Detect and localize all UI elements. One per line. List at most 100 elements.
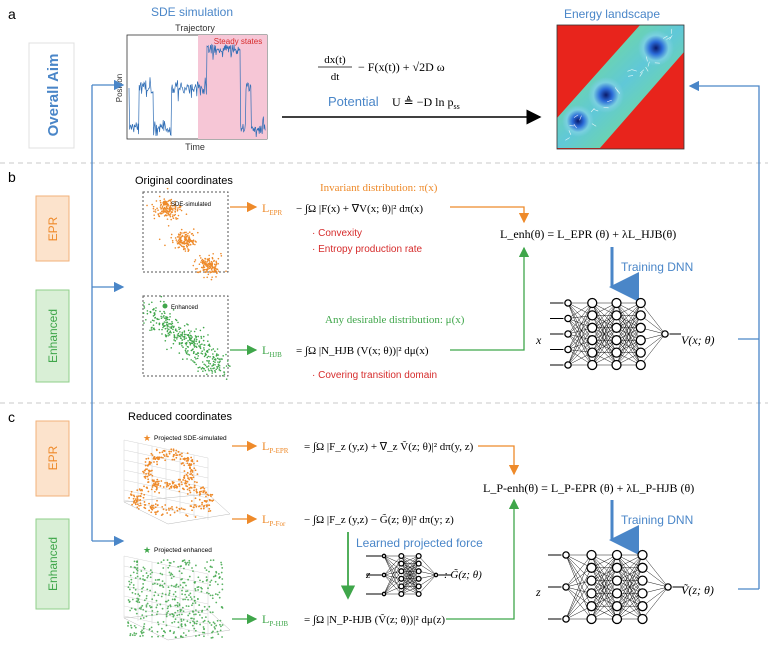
projected-enhanced-point <box>145 594 148 597</box>
net-edge <box>616 302 641 353</box>
enhanced-point <box>214 358 217 360</box>
projected-sde-point <box>136 503 139 506</box>
projected-sde-point <box>189 473 192 476</box>
enhanced-point <box>227 364 230 367</box>
projected-sde-point <box>202 505 205 508</box>
projected-sde-point <box>211 500 214 502</box>
energy-field-arrow <box>647 61 650 67</box>
projected-enhanced-point <box>188 594 190 596</box>
net-b-output: V(x; θ) <box>681 333 715 347</box>
sde-point <box>170 218 172 221</box>
projected-sde-point <box>179 479 182 481</box>
eq-pepr: = ∫Ω |F_z (y,z) + ∇_z Ṽ(z; θ)|² dπ(y, z) <box>304 441 474 453</box>
projected-enhanced-point <box>142 625 145 628</box>
projected-sde-3d <box>123 439 231 525</box>
l-phjb-symbol: LP-HJB <box>262 612 288 628</box>
energy-field-arrow <box>663 35 668 39</box>
sde-point <box>172 241 174 244</box>
enhanced-point <box>195 358 197 360</box>
net-node <box>415 590 422 598</box>
projected-sde-point <box>168 507 170 510</box>
net-node <box>586 575 597 586</box>
sde-point <box>200 261 202 263</box>
sde-point <box>186 246 188 248</box>
projected-enhanced-point <box>156 578 159 581</box>
projected-enhanced-point <box>192 610 194 613</box>
enhanced-point <box>152 324 155 326</box>
net-node <box>415 568 422 575</box>
enhanced-point <box>197 355 200 357</box>
enhanced-point <box>187 350 189 352</box>
projected-enhanced-point <box>163 582 166 585</box>
projected-enhanced-point <box>180 635 182 637</box>
projected-enhanced-point <box>193 613 195 616</box>
enhanced-point <box>174 329 177 332</box>
sde-point <box>169 213 172 215</box>
enhanced-point <box>182 346 184 348</box>
enhanced-point <box>223 367 225 369</box>
projected-enhanced-point <box>157 623 160 626</box>
sde-point <box>202 259 205 262</box>
projected-enhanced-point <box>180 625 183 628</box>
net-node <box>637 601 648 612</box>
projected-enhanced-point <box>192 570 194 572</box>
sde-point <box>183 231 186 234</box>
projected-sde-point <box>158 457 161 460</box>
projected-sde-point <box>147 472 150 475</box>
projected-enhanced-point <box>132 584 135 586</box>
net-node <box>637 575 648 586</box>
projected-sde-point <box>186 475 189 477</box>
enhanced-point <box>201 350 203 352</box>
projected-enhanced-point <box>141 587 143 590</box>
enhanced-point <box>166 318 169 321</box>
neural-network-b <box>550 297 681 371</box>
projected-sde-point <box>161 505 164 508</box>
sde-point <box>192 264 195 267</box>
projected-enhanced-point <box>172 632 175 635</box>
net-edge <box>591 567 618 620</box>
projected-sde-point <box>188 487 191 490</box>
sde-point <box>166 207 169 210</box>
enhanced-point <box>171 321 173 323</box>
enhanced-point <box>199 344 202 346</box>
projected-enhanced-point <box>151 635 153 638</box>
projected-enhanced-point <box>131 591 134 594</box>
projected-sde-point <box>184 479 187 482</box>
sde-point <box>187 238 190 241</box>
projected-enhanced-point <box>168 564 171 567</box>
energy-field-arrow <box>573 123 577 129</box>
projected-enhanced-point <box>161 635 164 637</box>
enhanced-point <box>193 330 196 333</box>
enhanced-point <box>204 354 207 356</box>
net-node <box>587 297 598 309</box>
sde-point <box>171 205 174 207</box>
projected-sde-point <box>146 468 148 471</box>
projected-sde-point <box>155 486 158 489</box>
projected-enhanced-point <box>134 588 137 591</box>
net-edge <box>401 555 419 595</box>
projected-enhanced-point <box>130 624 132 627</box>
energy-field-arrow <box>565 137 570 141</box>
net-node <box>398 583 405 590</box>
enhanced-point <box>153 319 155 322</box>
enhanced-point <box>170 347 173 349</box>
projected-enhanced-point <box>197 598 199 600</box>
net-edge <box>383 571 402 595</box>
projected-sde-point <box>209 509 212 512</box>
training-label-c: Training DNN <box>621 513 693 527</box>
projected-enhanced-point <box>138 594 141 597</box>
enhanced-point <box>177 321 179 324</box>
projected-enhanced-point <box>180 618 183 621</box>
energy-field-arrow <box>666 36 671 40</box>
net-edge <box>567 327 593 366</box>
net-c-output: Ṽ(z; θ) <box>681 583 714 597</box>
steady-states-label: Steady states <box>214 37 262 46</box>
enhanced-point <box>210 367 212 370</box>
sde-point <box>174 203 176 206</box>
projected-enhanced-point <box>129 609 131 612</box>
enhanced-point <box>181 339 183 341</box>
grid-line <box>123 499 209 519</box>
enhanced-point <box>180 342 182 344</box>
enhanced-point <box>173 336 176 338</box>
projected-enhanced-point <box>145 572 148 574</box>
